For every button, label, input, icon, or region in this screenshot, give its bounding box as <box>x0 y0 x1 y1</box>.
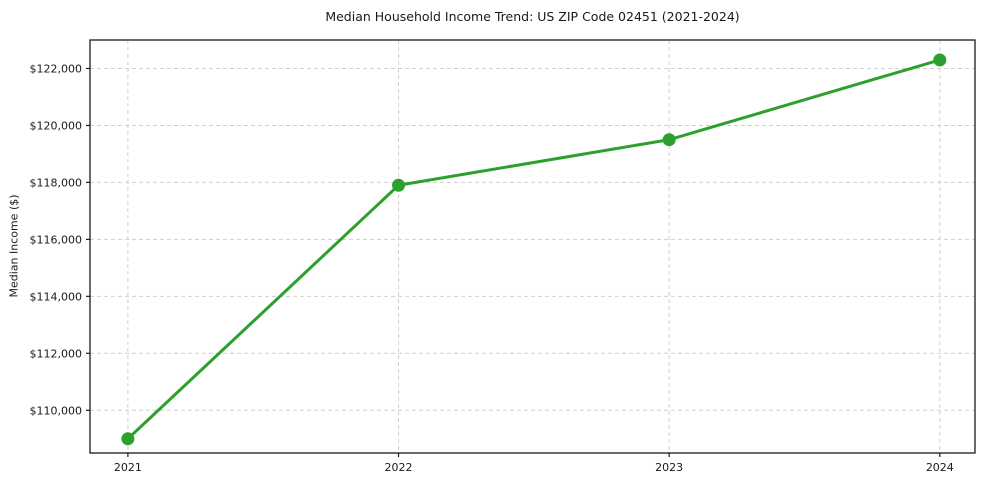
y-tick-label: $112,000 <box>30 347 83 360</box>
x-tick-label: 2023 <box>655 461 683 474</box>
data-point-2022 <box>392 178 406 192</box>
y-tick-label: $110,000 <box>30 404 83 417</box>
data-point-2024 <box>933 53 947 67</box>
y-tick-label: $122,000 <box>30 62 83 75</box>
y-tick-label: $118,000 <box>30 176 83 189</box>
y-tick-label: $114,000 <box>30 290 83 303</box>
plot-border <box>89 39 976 454</box>
y-tick-label: $116,000 <box>30 233 83 246</box>
x-tick-label: 2024 <box>926 461 954 474</box>
x-tick-label: 2021 <box>114 461 142 474</box>
x-tick-label: 2022 <box>385 461 413 474</box>
data-point-2023 <box>662 133 676 147</box>
data-point-2021 <box>121 432 135 446</box>
trend-line <box>126 58 942 441</box>
chart-title: Median Household Income Trend: US ZIP Co… <box>325 9 740 24</box>
y-tick-label: $120,000 <box>30 119 83 132</box>
